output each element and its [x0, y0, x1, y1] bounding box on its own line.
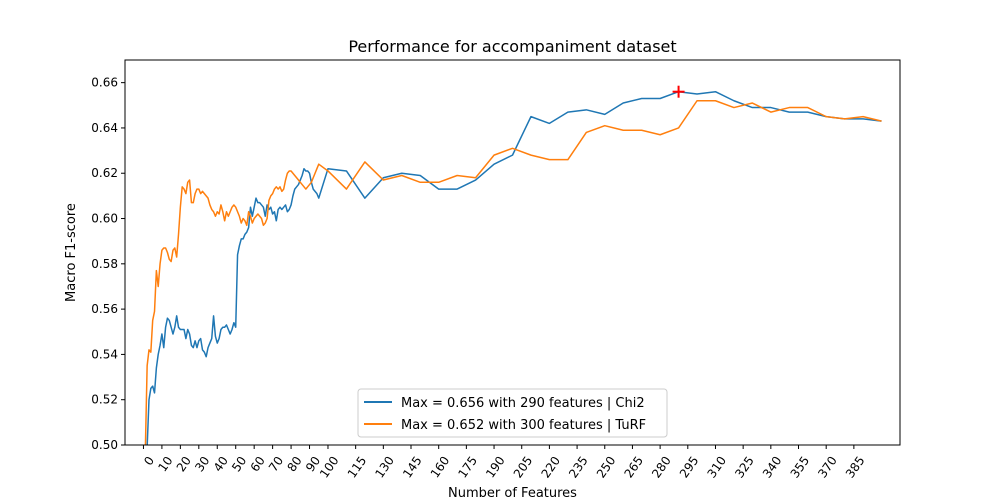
legend-box: [357, 388, 668, 438]
x-axis-label: Number of Features: [448, 486, 577, 500]
marker-layer: [672, 85, 685, 98]
y-tick-label: 0.50: [91, 438, 118, 452]
y-tick-label: 0.52: [91, 393, 118, 407]
legend-label-turf: Max = 0.652 with 300 features | TuRF: [401, 418, 646, 433]
series-line-1: [144, 100, 882, 445]
y-tick-label: 0.66: [91, 76, 118, 90]
legend: Max = 0.656 with 290 features | Chi2 Max…: [357, 388, 668, 438]
chart-title: Performance for accompaniment dataset: [348, 37, 676, 56]
plot-frame: [124, 59, 901, 446]
y-axis: 0.50 0.52 0.54 0.56 0.58 0.60 0.62 0.64 0.66: [91, 76, 125, 452]
y-axis-label: Macro F1-score: [64, 203, 79, 302]
y-tick-label: 0.62: [91, 166, 118, 180]
y-tick-label: 0.60: [91, 212, 118, 226]
y-tick-label: 0.54: [91, 347, 118, 361]
legend-label-chi2: Max = 0.656 with 290 features | Chi2: [401, 396, 645, 411]
y-tick-label: 0.56: [91, 302, 118, 316]
y-tick-label: 0.64: [91, 121, 118, 135]
series-layer: [144, 90, 882, 445]
series-line-0: [146, 90, 882, 445]
y-tick-label: 0.58: [91, 257, 118, 271]
